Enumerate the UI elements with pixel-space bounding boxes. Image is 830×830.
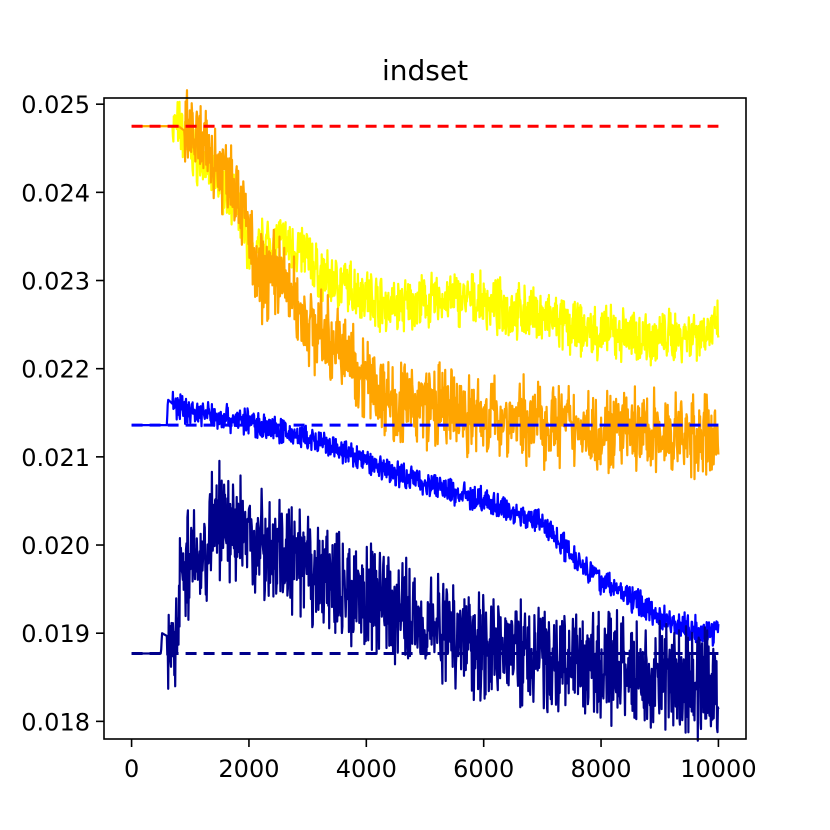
x-tick-label: 6000: [453, 755, 514, 783]
x-tick-label: 4000: [336, 755, 397, 783]
series-line: [131, 390, 720, 647]
x-tick-label: 10000: [680, 755, 756, 783]
x-tick-label: 8000: [571, 755, 632, 783]
y-tick-label: 0.025: [21, 91, 90, 119]
series-line: [131, 100, 720, 367]
y-tick-label: 0.019: [21, 620, 90, 648]
series-layer: [131, 89, 720, 742]
reference-lines: [131, 124, 719, 655]
y-axis: 0.018 0.019 0.020 0.021 0.022 0.023 0.024 0.025: [21, 91, 104, 736]
y-tick-label: 0.020: [21, 532, 90, 560]
y-tick-label: 0.021: [21, 444, 90, 472]
x-tick-label: 0: [124, 755, 139, 783]
plot-frame: [103, 97, 747, 740]
x-axis: 0 2000 4000 6000 8000 10000: [124, 739, 757, 783]
series-line: [131, 459, 720, 742]
x-tick-label: 2000: [218, 755, 279, 783]
y-tick-label: 0.023: [21, 268, 90, 296]
y-tick-label: 0.018: [21, 708, 90, 736]
chart-title: indset: [382, 54, 468, 87]
y-tick-label: 0.022: [21, 356, 90, 384]
y-tick-label: 0.024: [21, 179, 90, 207]
